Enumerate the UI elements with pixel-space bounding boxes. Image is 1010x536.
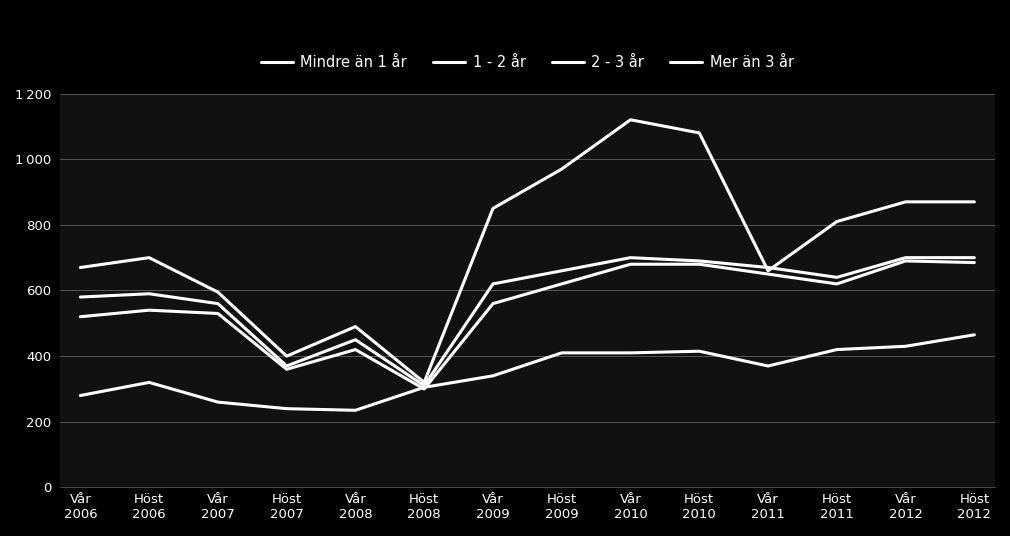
Mindre än 1 år	[624, 116, 636, 123]
Line: Mer än 3 år: Mer än 3 år	[81, 335, 975, 410]
Mindre än 1 år	[556, 166, 568, 172]
1 - 2 år	[556, 267, 568, 274]
1 - 2 år	[487, 281, 499, 287]
Mer än 3 år	[556, 349, 568, 356]
2 - 3 år	[143, 307, 156, 314]
Mer än 3 år	[900, 343, 912, 349]
Mindre än 1 år	[969, 199, 981, 205]
Mer än 3 år	[349, 407, 362, 413]
1 - 2 år	[900, 255, 912, 261]
1 - 2 år	[624, 255, 636, 261]
2 - 3 år	[281, 366, 293, 373]
Mer än 3 år	[487, 373, 499, 379]
Mindre än 1 år	[281, 353, 293, 359]
1 - 2 år	[762, 264, 774, 271]
1 - 2 år	[143, 291, 156, 297]
Mer än 3 år	[969, 332, 981, 338]
Mindre än 1 år	[487, 205, 499, 212]
Mer än 3 år	[212, 399, 224, 405]
Mer än 3 år	[624, 349, 636, 356]
Mindre än 1 år	[900, 199, 912, 205]
2 - 3 år	[349, 346, 362, 353]
Mindre än 1 år	[418, 379, 430, 385]
Mindre än 1 år	[75, 264, 87, 271]
Line: 2 - 3 år: 2 - 3 år	[81, 261, 975, 389]
2 - 3 år	[487, 300, 499, 307]
Mer än 3 år	[143, 379, 156, 385]
2 - 3 år	[75, 314, 87, 320]
1 - 2 år	[969, 255, 981, 261]
Mer än 3 år	[75, 392, 87, 399]
Mer än 3 år	[693, 348, 705, 354]
Line: Mindre än 1 år: Mindre än 1 år	[81, 120, 975, 382]
2 - 3 år	[831, 281, 843, 287]
Line: 1 - 2 år: 1 - 2 år	[81, 258, 975, 386]
1 - 2 år	[212, 300, 224, 307]
2 - 3 år	[762, 271, 774, 277]
2 - 3 år	[556, 281, 568, 287]
2 - 3 år	[693, 261, 705, 267]
1 - 2 år	[75, 294, 87, 300]
Mindre än 1 år	[762, 267, 774, 274]
Mindre än 1 år	[349, 323, 362, 330]
Legend: Mindre än 1 år, 1 - 2 år, 2 - 3 år, Mer än 3 år: Mindre än 1 år, 1 - 2 år, 2 - 3 år, Mer …	[256, 50, 800, 76]
2 - 3 år	[212, 310, 224, 317]
2 - 3 år	[969, 259, 981, 266]
2 - 3 år	[624, 261, 636, 267]
1 - 2 år	[693, 258, 705, 264]
Mindre än 1 år	[693, 130, 705, 136]
2 - 3 år	[900, 258, 912, 264]
2 - 3 år	[418, 386, 430, 392]
1 - 2 år	[281, 363, 293, 369]
Mer än 3 år	[762, 363, 774, 369]
Mer än 3 år	[418, 384, 430, 391]
1 - 2 år	[349, 337, 362, 343]
1 - 2 år	[418, 383, 430, 389]
Mindre än 1 år	[143, 255, 156, 261]
1 - 2 år	[831, 274, 843, 280]
Mer än 3 år	[831, 346, 843, 353]
Mer än 3 år	[281, 405, 293, 412]
Mindre än 1 år	[831, 218, 843, 225]
Mindre än 1 år	[212, 289, 224, 295]
